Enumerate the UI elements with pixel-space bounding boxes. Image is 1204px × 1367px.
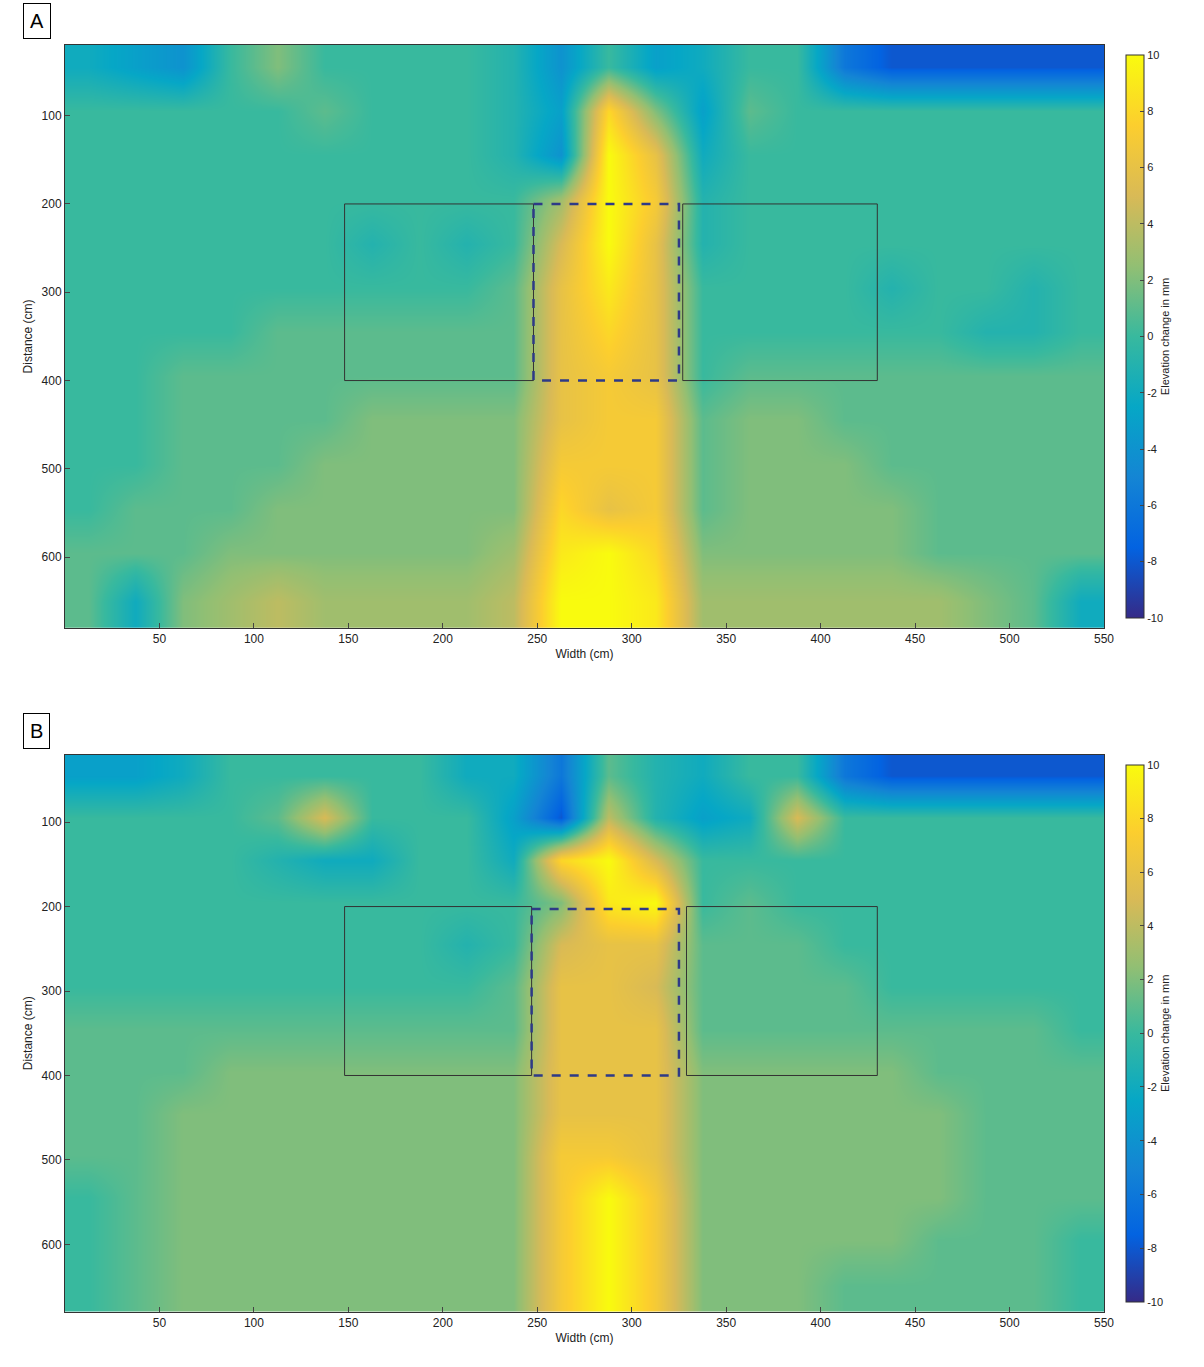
svg-text:500: 500 (42, 462, 62, 476)
svg-text:450: 450 (905, 632, 925, 646)
svg-text:-2: -2 (1147, 387, 1157, 399)
svg-text:0: 0 (1147, 330, 1153, 342)
svg-text:-4: -4 (1147, 1135, 1157, 1147)
svg-text:Elevation change in mm: Elevation change in mm (1159, 975, 1171, 1092)
svg-text:350: 350 (716, 1316, 736, 1330)
svg-text:A: A (30, 10, 44, 32)
svg-text:600: 600 (42, 1238, 62, 1252)
svg-text:300: 300 (42, 984, 62, 998)
svg-text:6: 6 (1147, 161, 1153, 173)
svg-text:400: 400 (811, 1316, 831, 1330)
svg-text:Elevation change in mm: Elevation change in mm (1159, 278, 1171, 395)
svg-text:-2: -2 (1147, 1081, 1157, 1093)
svg-text:4: 4 (1147, 920, 1153, 932)
svg-text:350: 350 (716, 632, 736, 646)
svg-text:450: 450 (905, 1316, 925, 1330)
svg-text:150: 150 (338, 1316, 358, 1330)
svg-text:100: 100 (244, 632, 264, 646)
svg-text:100: 100 (42, 815, 62, 829)
svg-text:200: 200 (42, 900, 62, 914)
svg-text:Width (cm): Width (cm) (556, 647, 614, 661)
svg-text:10: 10 (1147, 759, 1159, 771)
svg-text:550: 550 (1094, 1316, 1114, 1330)
svg-text:8: 8 (1147, 105, 1153, 117)
svg-text:100: 100 (42, 109, 62, 123)
svg-text:-8: -8 (1147, 555, 1157, 567)
svg-text:B: B (30, 720, 43, 742)
svg-text:200: 200 (433, 632, 453, 646)
svg-text:50: 50 (153, 632, 167, 646)
svg-text:550: 550 (1094, 632, 1114, 646)
svg-text:-10: -10 (1147, 612, 1163, 624)
svg-text:50: 50 (153, 1316, 167, 1330)
svg-text:Width (cm): Width (cm) (556, 1331, 614, 1345)
svg-text:300: 300 (622, 1316, 642, 1330)
svg-text:300: 300 (622, 632, 642, 646)
svg-text:-8: -8 (1147, 1242, 1157, 1254)
svg-text:500: 500 (1000, 632, 1020, 646)
svg-text:500: 500 (42, 1153, 62, 1167)
svg-text:200: 200 (433, 1316, 453, 1330)
svg-text:600: 600 (42, 550, 62, 564)
svg-text:8: 8 (1147, 812, 1153, 824)
svg-text:10: 10 (1147, 49, 1159, 61)
svg-text:-4: -4 (1147, 443, 1157, 455)
svg-text:0: 0 (1147, 1027, 1153, 1039)
svg-text:2: 2 (1147, 274, 1153, 286)
svg-text:300: 300 (42, 285, 62, 299)
svg-text:-6: -6 (1147, 1188, 1157, 1200)
svg-text:6: 6 (1147, 866, 1153, 878)
svg-text:-10: -10 (1147, 1296, 1163, 1308)
svg-text:Distance (cm): Distance (cm) (21, 299, 35, 373)
svg-text:400: 400 (42, 374, 62, 388)
svg-text:400: 400 (811, 632, 831, 646)
svg-text:-6: -6 (1147, 499, 1157, 511)
svg-text:100: 100 (244, 1316, 264, 1330)
svg-text:250: 250 (527, 1316, 547, 1330)
svg-text:500: 500 (1000, 1316, 1020, 1330)
svg-text:2: 2 (1147, 973, 1153, 985)
svg-text:200: 200 (42, 197, 62, 211)
svg-text:400: 400 (42, 1069, 62, 1083)
svg-text:250: 250 (527, 632, 547, 646)
svg-text:Distance (cm): Distance (cm) (21, 996, 35, 1070)
svg-text:4: 4 (1147, 218, 1153, 230)
svg-text:150: 150 (338, 632, 358, 646)
